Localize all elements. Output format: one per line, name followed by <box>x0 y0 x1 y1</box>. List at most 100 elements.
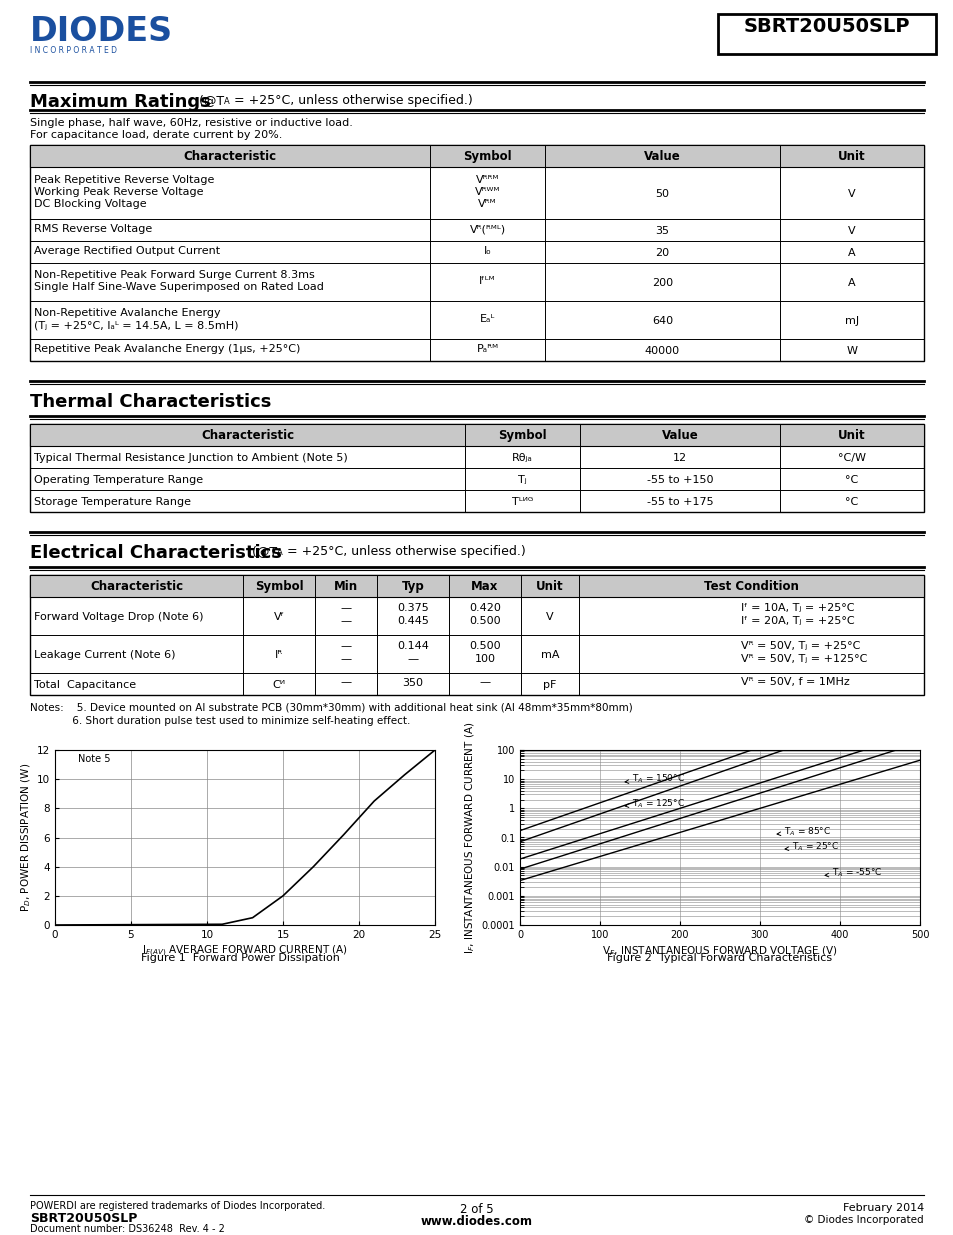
Text: Test Condition: Test Condition <box>703 580 798 593</box>
Text: (Tⱼ = +25°C, Iₐᴸ = 14.5A, L = 8.5mH): (Tⱼ = +25°C, Iₐᴸ = 14.5A, L = 8.5mH) <box>34 320 238 330</box>
Text: For capacitance load, derate current by 20%.: For capacitance load, derate current by … <box>30 130 282 140</box>
Text: —: — <box>340 678 352 688</box>
Text: °C: °C <box>844 475 858 485</box>
Text: Leakage Current (Note 6): Leakage Current (Note 6) <box>34 650 175 659</box>
Text: Tᴸᴻᴳ: Tᴸᴻᴳ <box>512 496 533 508</box>
Text: —: — <box>407 655 418 664</box>
Text: —: — <box>479 678 490 688</box>
Text: 40000: 40000 <box>644 346 679 356</box>
Text: Value: Value <box>643 149 680 163</box>
Text: POWERDI are registered trademarks of Diodes Incorporated.: POWERDI are registered trademarks of Dio… <box>30 1200 325 1212</box>
Bar <box>30 144 923 361</box>
Text: Non-Repetitive Peak Forward Surge Current 8.3ms: Non-Repetitive Peak Forward Surge Curren… <box>34 270 314 280</box>
Bar <box>30 424 923 513</box>
Text: Vᴿ = 50V, f = 1MHz: Vᴿ = 50V, f = 1MHz <box>740 678 849 688</box>
Y-axis label: P$_D$, POWER DISSIPATION (W): P$_D$, POWER DISSIPATION (W) <box>19 763 32 913</box>
Text: Vᴿ(ᴿᴹᴸ): Vᴿ(ᴿᴹᴸ) <box>469 224 505 233</box>
Text: Peak Repetitive Reverse Voltage: Peak Repetitive Reverse Voltage <box>34 175 214 185</box>
Bar <box>30 144 923 167</box>
Text: Min: Min <box>334 580 357 593</box>
Text: Vᶠ: Vᶠ <box>274 613 284 622</box>
Text: 50: 50 <box>655 189 669 199</box>
Text: Cᴻ: Cᴻ <box>273 680 285 690</box>
Text: T$_A$ = -55°C: T$_A$ = -55°C <box>824 867 882 879</box>
Text: Repetitive Peak Avalanche Energy (1μs, +25°C): Repetitive Peak Avalanche Energy (1μs, +… <box>34 345 300 354</box>
Text: Storage Temperature Range: Storage Temperature Range <box>34 496 191 508</box>
Text: Characteristic: Characteristic <box>90 580 183 593</box>
Text: Forward Voltage Drop (Note 6): Forward Voltage Drop (Note 6) <box>34 613 203 622</box>
Text: mA: mA <box>540 650 558 659</box>
Text: Value: Value <box>661 429 698 442</box>
Text: Symbol: Symbol <box>497 429 546 442</box>
Text: Max: Max <box>471 580 498 593</box>
Text: (@T: (@T <box>194 94 224 107</box>
Text: V: V <box>546 613 554 622</box>
Text: 2 of 5: 2 of 5 <box>459 1203 494 1216</box>
Text: —: — <box>340 655 352 664</box>
Text: Iᶠ = 10A, Tⱼ = +25°C: Iᶠ = 10A, Tⱼ = +25°C <box>740 603 854 613</box>
Text: -55 to +175: -55 to +175 <box>646 496 713 508</box>
Bar <box>30 576 923 695</box>
Text: —: — <box>340 641 352 651</box>
Text: 0.375: 0.375 <box>396 603 429 613</box>
Text: Vᴿᵂᴹ: Vᴿᵂᴹ <box>475 186 499 198</box>
Text: Symbol: Symbol <box>254 580 303 593</box>
Text: Total  Capacitance: Total Capacitance <box>34 680 136 690</box>
Text: A: A <box>276 548 282 557</box>
Text: (@T: (@T <box>248 545 276 558</box>
Text: Vᴿ = 50V, Tⱼ = +125°C: Vᴿ = 50V, Tⱼ = +125°C <box>740 655 867 664</box>
Text: —: — <box>340 616 352 626</box>
Text: SBRT20U50SLP: SBRT20U50SLP <box>743 17 909 36</box>
Text: A: A <box>224 98 230 106</box>
Text: -55 to +150: -55 to +150 <box>646 475 713 485</box>
Text: pF: pF <box>543 680 557 690</box>
Text: 20: 20 <box>655 248 669 258</box>
Text: T$_A$ = 150°C: T$_A$ = 150°C <box>624 773 684 785</box>
Text: DIODES: DIODES <box>30 15 172 48</box>
Text: Note 5: Note 5 <box>78 753 111 763</box>
Text: —: — <box>340 603 352 613</box>
Text: A: A <box>847 248 855 258</box>
Text: Pₐᴿᴹ: Pₐᴿᴹ <box>476 345 498 354</box>
Bar <box>30 424 923 446</box>
Text: Symbol: Symbol <box>463 149 511 163</box>
Text: 350: 350 <box>402 678 423 688</box>
Text: A: A <box>847 278 855 288</box>
Text: Characteristic: Characteristic <box>183 149 276 163</box>
Text: February 2014: February 2014 <box>841 1203 923 1213</box>
Text: mJ: mJ <box>844 316 858 326</box>
Text: = +25°C, unless otherwise specified.): = +25°C, unless otherwise specified.) <box>283 545 525 558</box>
Text: Average Rectified Output Current: Average Rectified Output Current <box>34 246 220 256</box>
Text: 100: 100 <box>474 655 495 664</box>
Text: 6. Short duration pulse test used to minimize self-heating effect.: 6. Short duration pulse test used to min… <box>30 716 410 726</box>
Text: Typical Thermal Resistance Junction to Ambient (Note 5): Typical Thermal Resistance Junction to A… <box>34 453 348 463</box>
Text: Thermal Characteristics: Thermal Characteristics <box>30 393 271 411</box>
Text: Iᴿ: Iᴿ <box>274 650 283 659</box>
Text: 0.500: 0.500 <box>469 641 500 651</box>
Text: SBRT20U50SLP: SBRT20U50SLP <box>30 1212 137 1225</box>
Text: 0.500: 0.500 <box>469 616 500 626</box>
Text: 35: 35 <box>655 226 669 236</box>
Bar <box>30 576 923 597</box>
Text: Maximum Ratings: Maximum Ratings <box>30 93 211 111</box>
Text: T$_A$ = 25°C: T$_A$ = 25°C <box>784 840 839 852</box>
Text: Iₒ: Iₒ <box>483 246 491 256</box>
Text: Unit: Unit <box>838 429 865 442</box>
Text: Working Peak Reverse Voltage: Working Peak Reverse Voltage <box>34 186 203 198</box>
Text: Characteristic: Characteristic <box>201 429 294 442</box>
Text: © Diodes Incorporated: © Diodes Incorporated <box>803 1215 923 1225</box>
Text: 0.144: 0.144 <box>396 641 429 651</box>
Y-axis label: I$_F$, INSTANTANEOUS FORWARD CURRENT (A): I$_F$, INSTANTANEOUS FORWARD CURRENT (A) <box>463 721 476 953</box>
Text: °C/W: °C/W <box>837 453 865 463</box>
Text: V: V <box>847 189 855 199</box>
Text: Unit: Unit <box>536 580 563 593</box>
X-axis label: V$_F$, INSTANTANEOUS FORWARD VOLTAGE (V): V$_F$, INSTANTANEOUS FORWARD VOLTAGE (V) <box>601 944 837 957</box>
Text: Vᴿᴹ: Vᴿᴹ <box>477 199 497 209</box>
Text: Iᶠ = 20A, Tⱼ = +25°C: Iᶠ = 20A, Tⱼ = +25°C <box>740 616 854 626</box>
Text: T$_A$ = 85°C: T$_A$ = 85°C <box>777 825 830 837</box>
Bar <box>718 14 935 54</box>
Text: W: W <box>845 346 857 356</box>
Text: Typ: Typ <box>401 580 424 593</box>
Text: 0.420: 0.420 <box>469 603 500 613</box>
Text: = +25°C, unless otherwise specified.): = +25°C, unless otherwise specified.) <box>230 94 473 107</box>
